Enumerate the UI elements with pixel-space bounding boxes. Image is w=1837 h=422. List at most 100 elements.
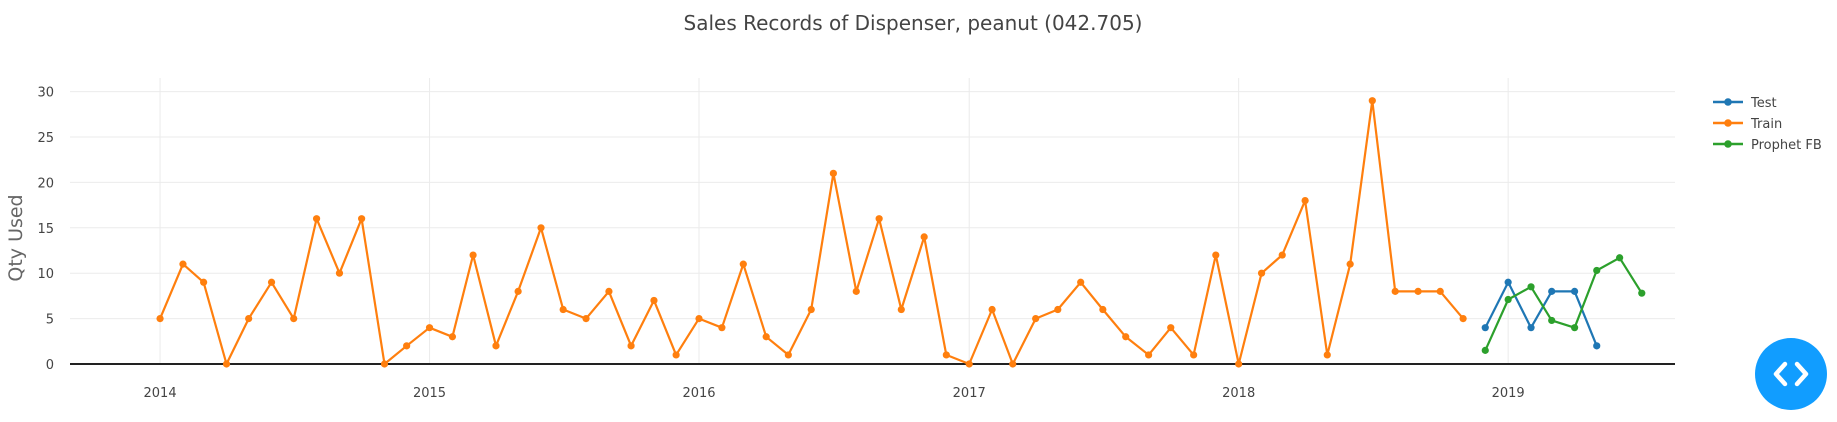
series-train <box>156 97 1467 368</box>
data-point[interactable] <box>1548 287 1556 295</box>
data-point[interactable] <box>1391 287 1399 295</box>
data-point[interactable] <box>1167 324 1175 332</box>
x-tick-label: 2016 <box>682 386 715 401</box>
data-point[interactable] <box>1414 287 1422 295</box>
data-point[interactable] <box>1278 251 1286 259</box>
data-point[interactable] <box>1368 97 1376 105</box>
data-point[interactable] <box>425 324 434 332</box>
data-point[interactable] <box>156 315 164 323</box>
data-point[interactable] <box>1122 333 1130 341</box>
data-point[interactable] <box>1593 342 1601 350</box>
data-point[interactable] <box>852 287 860 295</box>
data-point[interactable] <box>335 269 344 277</box>
data-point[interactable] <box>1212 251 1220 259</box>
data-point[interactable] <box>559 305 567 314</box>
y-tick-label: 5 <box>46 313 54 328</box>
data-point[interactable] <box>245 315 253 323</box>
y-axis-label: Qty Used <box>5 194 27 281</box>
data-point[interactable] <box>582 315 590 323</box>
data-point[interactable] <box>988 305 996 314</box>
data-point[interactable] <box>1054 305 1062 314</box>
data-point[interactable] <box>1145 351 1153 359</box>
data-point[interactable] <box>672 351 680 359</box>
data-point[interactable] <box>1593 266 1601 275</box>
data-point[interactable] <box>1257 269 1266 277</box>
series-line <box>1484 256 1643 351</box>
data-point[interactable] <box>1638 289 1646 297</box>
x-axis-ticks: 2014 2015 2016 2017 2018 2019 <box>144 386 1525 401</box>
data-point[interactable] <box>1570 287 1579 295</box>
x-tick-label: 2017 <box>953 386 986 401</box>
data-point[interactable] <box>605 287 613 295</box>
data-point[interactable] <box>875 215 883 223</box>
data-point[interactable] <box>380 360 389 368</box>
data-point[interactable] <box>829 169 837 177</box>
code-toggle-button[interactable] <box>1755 338 1827 410</box>
legend-label: Train <box>1750 117 1782 132</box>
data-point[interactable] <box>784 351 792 359</box>
data-point[interactable] <box>290 315 298 323</box>
data-point[interactable] <box>965 360 973 368</box>
data-point[interactable] <box>1504 278 1512 286</box>
grid-lines <box>70 78 1675 364</box>
data-point[interactable] <box>1032 315 1040 323</box>
data-point[interactable] <box>1235 360 1243 368</box>
data-point[interactable] <box>1346 260 1354 268</box>
data-point[interactable] <box>403 342 411 350</box>
x-tick-label: 2019 <box>1492 386 1525 401</box>
data-point[interactable] <box>1616 254 1624 262</box>
data-point[interactable] <box>1077 278 1085 286</box>
y-tick-label: 0 <box>46 358 54 373</box>
data-point[interactable] <box>739 260 747 268</box>
data-point[interactable] <box>222 360 231 368</box>
data-point[interactable] <box>1099 305 1107 314</box>
data-point[interactable] <box>695 315 703 323</box>
data-point[interactable] <box>897 305 905 314</box>
series-prophet-fb <box>1481 254 1646 354</box>
data-point[interactable] <box>718 324 726 332</box>
y-axis-ticks: 0 5 10 15 20 25 30 <box>37 86 54 373</box>
x-tick-label: 2018 <box>1222 386 1255 401</box>
data-point[interactable] <box>179 260 187 268</box>
legend-item[interactable]: Test <box>1713 96 1777 111</box>
y-tick-label: 10 <box>37 267 54 282</box>
legend-swatch-marker <box>1724 140 1732 148</box>
data-point[interactable] <box>762 333 770 341</box>
data-point[interactable] <box>1009 360 1017 368</box>
data-point[interactable] <box>1481 324 1489 332</box>
chart-title: Sales Records of Dispenser, peanut (042.… <box>684 11 1143 35</box>
data-point[interactable] <box>1504 295 1512 304</box>
code-icon <box>1773 361 1809 387</box>
data-point[interactable] <box>267 278 276 286</box>
data-point[interactable] <box>942 351 950 359</box>
data-point[interactable] <box>448 333 457 341</box>
data-point[interactable] <box>358 215 366 223</box>
data-point[interactable] <box>650 296 658 305</box>
data-point[interactable] <box>537 224 545 232</box>
data-point[interactable] <box>1481 346 1489 354</box>
data-point[interactable] <box>1527 283 1535 291</box>
data-point[interactable] <box>1323 351 1331 359</box>
series-test <box>1481 278 1601 350</box>
data-point[interactable] <box>514 287 522 295</box>
legend-item[interactable]: Train <box>1713 117 1782 132</box>
data-point[interactable] <box>1190 351 1198 359</box>
data-point[interactable] <box>920 233 928 241</box>
data-point[interactable] <box>492 342 500 350</box>
data-point[interactable] <box>1570 324 1579 332</box>
data-point[interactable] <box>1301 196 1309 205</box>
data-point[interactable] <box>200 278 208 286</box>
legend-label: Test <box>1750 96 1777 111</box>
data-point[interactable] <box>1548 316 1556 325</box>
data-point[interactable] <box>469 251 477 259</box>
y-tick-label: 30 <box>37 86 54 101</box>
data-point[interactable] <box>1527 324 1535 332</box>
series-line <box>159 99 1464 366</box>
data-point[interactable] <box>1436 287 1444 295</box>
data-point[interactable] <box>807 305 815 314</box>
data-point[interactable] <box>312 215 321 223</box>
data-point[interactable] <box>627 342 635 350</box>
data-point[interactable] <box>1459 315 1467 323</box>
legend-item[interactable]: Prophet FB <box>1713 138 1822 153</box>
